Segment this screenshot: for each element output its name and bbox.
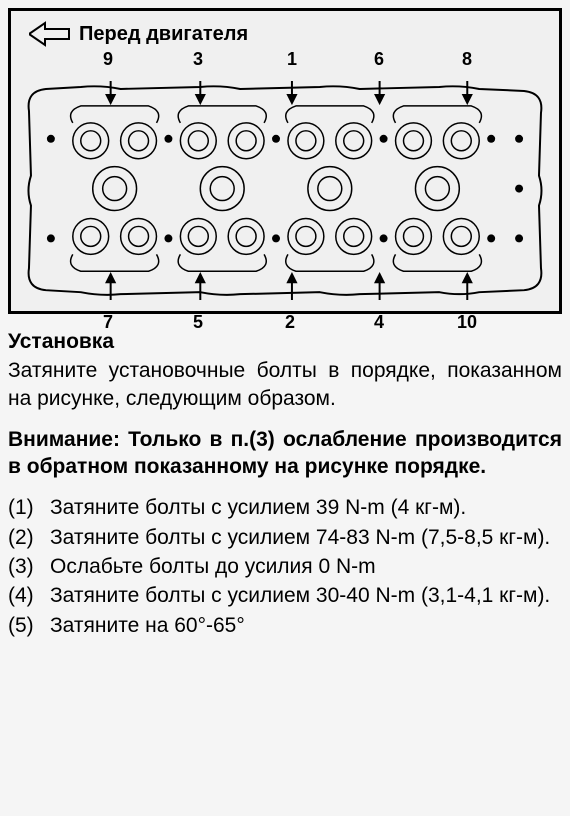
step-number: (2) [8,524,50,551]
bolt-label-8: 8 [462,49,472,70]
warning-paragraph: Внимание: Только в п.(3) ослабление прои… [8,426,562,481]
engine-head-diagram [21,81,549,300]
step-number: (1) [8,494,50,521]
bolt-label-1: 1 [287,49,297,70]
intro-paragraph: Затяните установочные болты в порядке, п… [8,357,562,412]
direction-label: Перед двигателя [79,23,248,46]
diagram-frame: Перед двигателя 9 3 1 6 8 [8,8,562,314]
bolt-label-5: 5 [193,312,203,333]
bolt-label-2: 2 [285,312,295,333]
arrow-left-icon [29,21,71,47]
direction-indicator: Перед двигателя [29,21,248,47]
step-3: (3) Ослабьте болты до усилия 0 N-m [8,553,562,580]
step-text: Затяните болты с усилием 74-83 N-m (7,5-… [50,524,562,551]
step-1: (1) Затяните болты с усилием 39 N-m (4 к… [8,494,562,521]
bolt-label-9: 9 [103,49,113,70]
step-number: (3) [8,553,50,580]
step-text: Затяните болты с усилием 39 N-m (4 кг-м)… [50,494,562,521]
instructions-content: Установка Затяните установочные болты в … [8,328,562,639]
step-text: Ослабьте болты до усилия 0 N-m [50,553,562,580]
bolt-label-10: 10 [457,312,477,333]
bolt-label-6: 6 [374,49,384,70]
step-text: Затяните болты с усилием 30-40 N-m (3,1-… [50,582,562,609]
step-number: (5) [8,612,50,639]
step-number: (4) [8,582,50,609]
bolt-label-7: 7 [103,312,113,333]
step-4: (4) Затяните болты с усилием 30-40 N-m (… [8,582,562,609]
step-text: Затяните на 60°-65° [50,612,562,639]
bolt-label-4: 4 [374,312,384,333]
step-2: (2) Затяните болты с усилием 74-83 N-m (… [8,524,562,551]
step-5: (5) Затяните на 60°-65° [8,612,562,639]
bolt-label-3: 3 [193,49,203,70]
